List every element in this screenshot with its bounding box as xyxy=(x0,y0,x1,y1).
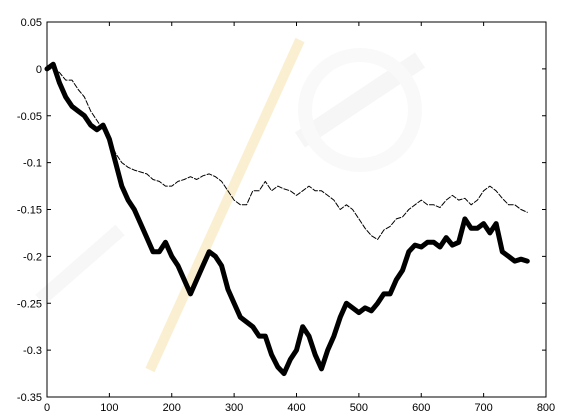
watermark xyxy=(35,37,425,373)
x-tick-label: 500 xyxy=(350,402,368,414)
x-tick-label: 0 xyxy=(44,402,50,414)
y-tick-label: -0.1 xyxy=(23,158,42,170)
x-tick-label: 100 xyxy=(100,402,118,414)
series-group xyxy=(44,61,530,377)
axis-ticks: 0 100 200 300 400 500 600 700 800 0.05 0 -0.05 -0.1 -… xyxy=(17,17,555,414)
y-tick-label: 0.05 xyxy=(21,17,42,29)
y-tick-label: -0.25 xyxy=(17,298,42,310)
y-tick-label: -0.3 xyxy=(23,345,42,357)
x-tick-label: 400 xyxy=(287,402,305,414)
x-tick-label: 800 xyxy=(537,402,555,414)
x-tick-label: 600 xyxy=(412,402,430,414)
y-tick-label: -0.2 xyxy=(23,251,42,263)
x-tick-label: 700 xyxy=(474,402,492,414)
series-line-2 xyxy=(44,61,530,377)
y-tick-label: -0.15 xyxy=(17,205,42,217)
x-tick-label: 300 xyxy=(225,402,243,414)
y-tick-label: -0.35 xyxy=(17,392,42,404)
y-tick-label: -0.05 xyxy=(17,111,42,123)
series-line-1 xyxy=(46,66,528,240)
x-tick-label: 200 xyxy=(163,402,181,414)
y-tick-label: 0 xyxy=(36,64,42,76)
